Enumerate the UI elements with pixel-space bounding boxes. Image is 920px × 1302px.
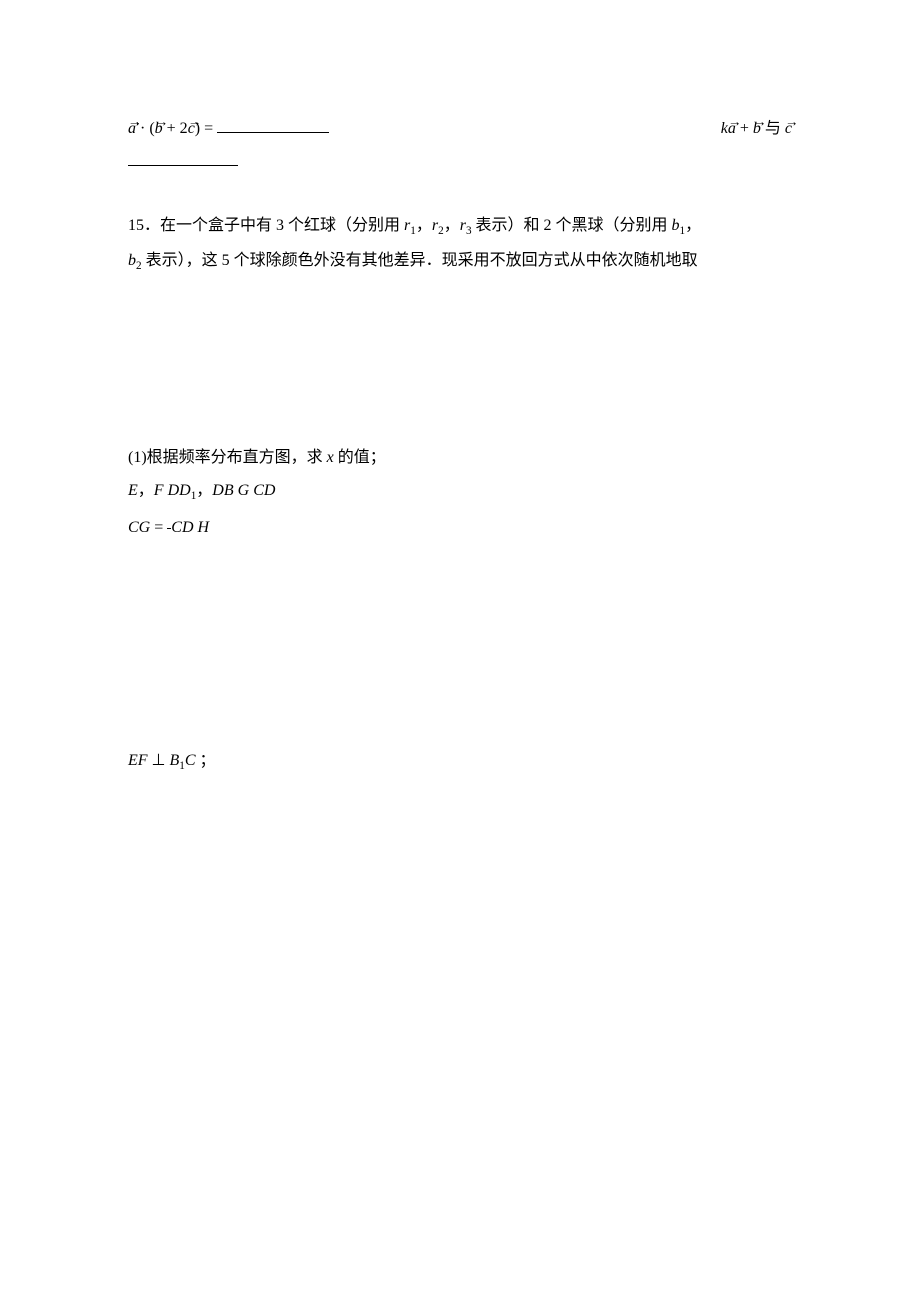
histogram	[142, 282, 792, 438]
q18-eq: CG = CD H	[128, 510, 792, 547]
q14-line2	[128, 146, 792, 177]
q16-p1: (1)根据频率分布直方图，求 x 的值；	[128, 442, 792, 473]
q15-l2: b2 表示），这 5 个球除颜色外没有其他差异．现采用不放回方式从中依次随机地取	[128, 245, 792, 278]
q18-t1: E，F DD1，DB G CD	[128, 475, 792, 508]
q14-blank2	[128, 151, 238, 166]
q13	[128, 80, 792, 111]
q14-line1: a · (b + 2c) = ka + b 与 c	[128, 113, 792, 144]
q14-blank1	[217, 118, 329, 133]
q18-p1: EF ⊥ B1C ；	[128, 745, 792, 778]
q15-l1: 15．在一个盒子中有 3 个红球（分别用 r1，r2，r3 表示）和 2 个黑球…	[128, 210, 792, 243]
cube-figure	[136, 551, 792, 741]
